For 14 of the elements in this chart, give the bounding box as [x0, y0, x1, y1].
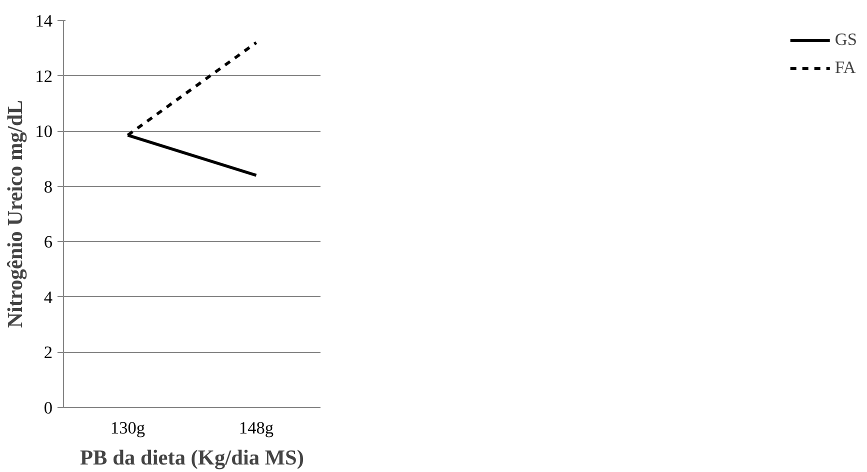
- x-tick-label: 130g: [110, 418, 146, 438]
- y-tick-label: 4: [44, 288, 53, 307]
- legend-label: GS: [834, 30, 857, 50]
- y-tick-label: 12: [35, 66, 52, 86]
- y-tick-label: 2: [44, 343, 53, 362]
- x-tick-label: 148g: [238, 418, 274, 438]
- y-tick-label: 14: [35, 12, 53, 30]
- y-tick-label: 0: [44, 398, 53, 418]
- x-axis-title: PB da dieta (Kg/dia MS): [80, 446, 304, 470]
- y-axis-title: Nitrogênio Ureico mg/dL: [3, 100, 28, 328]
- legend-label: FA: [834, 58, 856, 78]
- y-tick-label: 8: [44, 177, 53, 196]
- y-tick-label: 10: [35, 122, 52, 142]
- y-tick-label: 6: [44, 232, 53, 252]
